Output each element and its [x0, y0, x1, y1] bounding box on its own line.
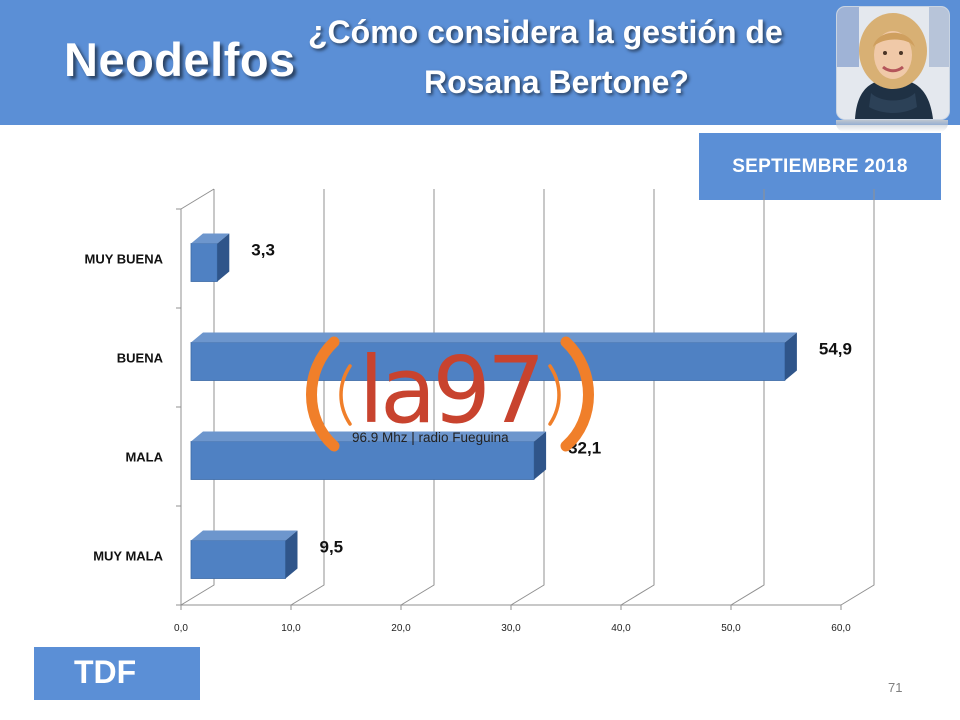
bar-top-face	[191, 530, 298, 541]
x-tick-label: 30,0	[501, 623, 521, 634]
data-label: 54,9	[819, 340, 852, 359]
logo-right-inner-arc	[548, 364, 561, 426]
data-label: 3,3	[251, 241, 275, 260]
category-label: MALA	[125, 450, 163, 465]
x-tick-label: 10,0	[281, 623, 301, 634]
date-badge: SEPTIEMBRE 2018	[699, 133, 941, 200]
gridline	[510, 189, 545, 606]
bar	[190, 441, 535, 480]
bar-top-face	[191, 431, 547, 442]
gridline	[290, 189, 325, 606]
x-tick-label: 50,0	[721, 623, 741, 634]
chart-gridlines	[176, 188, 875, 610]
bar-top-face	[191, 233, 230, 244]
gridline	[180, 189, 215, 606]
gridline	[730, 189, 765, 606]
chart-labels: 0,0 10,0 20,0 30,0 40,0 50,0 60,0 MUY BUENA 3,3 B…	[85, 241, 852, 635]
gridline	[620, 189, 655, 606]
radio-logo-tagline: 96.9 Mhz | radio Fueguina	[352, 430, 509, 445]
gridline	[840, 189, 875, 606]
question-title-line1: ¿Cómo considera la gestión de	[308, 14, 783, 50]
logo-left-outer-arc	[306, 336, 340, 452]
category-label: BUENA	[117, 351, 164, 366]
bar-side-face	[217, 233, 230, 282]
bar-side-face	[534, 431, 547, 480]
portrait-reflection	[836, 120, 948, 132]
bar-side-face	[285, 530, 298, 579]
portrait-photo	[836, 6, 950, 120]
logo-left-inner-arc	[339, 364, 352, 426]
y-axis-depth-line	[180, 188, 215, 210]
radio-logo-mark: la97	[306, 336, 594, 452]
bar-top-face	[191, 332, 797, 343]
chart-bars	[190, 233, 797, 579]
radio-logo: la97	[300, 336, 600, 452]
region-badge: TDF	[34, 647, 200, 700]
header-bar	[0, 0, 960, 125]
x-tick-label: 40,0	[611, 623, 631, 634]
category-label: MUY MALA	[93, 549, 163, 564]
region-badge-label: TDF	[74, 654, 137, 690]
x-tick-label: 20,0	[391, 623, 411, 634]
x-tick-label: 0,0	[174, 623, 188, 634]
bar-side-face	[784, 332, 797, 381]
logo-right-outer-arc	[560, 336, 594, 452]
category-label: MUY BUENA	[85, 252, 164, 267]
x-tick-label: 60,0	[831, 623, 851, 634]
portrait-image	[837, 7, 949, 119]
logo-wordmark: la97	[358, 337, 541, 444]
brand-title: Neodelfos	[64, 33, 296, 86]
data-label: 9,5	[320, 538, 344, 557]
bar	[190, 540, 286, 579]
page-number: 71	[888, 680, 903, 695]
gridline	[400, 189, 435, 606]
bar	[190, 243, 218, 282]
question-title-line2: Rosana Bertone?	[424, 64, 689, 100]
